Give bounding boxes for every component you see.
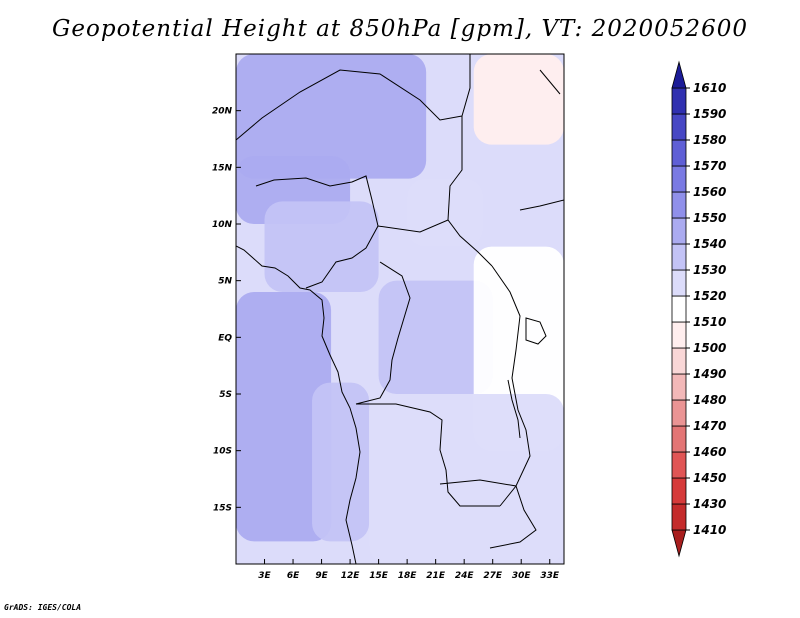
x-tick-label: 27E [483,571,503,581]
x-tick-label: 30E [512,571,532,581]
colorbar-label: 1590 [693,107,726,121]
region-sudan-plateau [407,178,484,247]
colorbar-label: 1410 [693,523,726,537]
colorbar-swatch [671,295,687,323]
colorbar-label: 1550 [693,211,726,225]
colorbar-label: 1500 [693,341,726,355]
colorbar-swatch [671,243,687,271]
nigeria-border [255,175,379,289]
lake-victoria [525,317,547,345]
region-southern-africa-interior [369,394,564,564]
sudan-border [447,116,463,221]
zambia-border [439,479,537,549]
colorbar-label: 1460 [693,445,726,459]
colorbar-label: 1470 [693,419,726,433]
x-tick-label: 15E [369,571,389,581]
colorbar-label: 1480 [693,393,726,407]
colorbar-swatch [671,373,687,401]
colorbar-swatch [671,87,687,115]
x-tick-label: 9E [315,571,328,581]
y-tick-label: 10S [213,447,232,457]
region-sahara-north-west [236,54,427,179]
country-borders [236,54,564,564]
lake-tanganyika [507,379,521,439]
drc-east-border [491,265,531,507]
colorbar-label: 1510 [693,315,726,329]
colorbar-label: 1530 [693,263,726,277]
colorbar-swatch [671,529,687,558]
y-tick-label: 15N [212,163,233,173]
colorbar: 1410 1430 1450 1460 1470 1480 1490 1500 1510 1520… [671,60,726,558]
colorbar-swatch [671,139,687,167]
colorbar-swatch [671,321,687,349]
colorbar-swatch [671,113,687,141]
region-angola-coast [312,382,370,542]
x-tick-label: 33E [540,571,560,581]
sahel-border [236,69,463,141]
colorbar-label: 1430 [693,497,726,511]
region-gulf-of-guinea-south-atlantic [236,292,332,542]
colorbar-label: 1540 [693,237,726,251]
height-field [236,54,564,564]
x-tick-label: 3E [258,571,271,581]
y-tick-label: 20N [212,107,233,117]
colorbar-swatch [671,347,687,375]
red-sea-coast [539,69,561,95]
angola-border [356,403,500,507]
x-tick-label: 21E [426,571,446,581]
congo-border [355,261,411,405]
colorbar-swatch [671,425,687,453]
plot-frame [235,53,565,565]
coastline-west [236,245,361,564]
chad-car-border [377,219,493,267]
chart-title: Geopotential Height at 850hPa [gpm], VT:… [52,16,748,42]
colorbar-label: 1560 [693,185,726,199]
region-libya-egypt-desert [473,54,564,145]
region-nigeria-cameroon [264,201,379,292]
colorbar-label: 1580 [693,133,726,147]
x-tick-label: 6E [287,571,300,581]
colorbar-swatch [671,217,687,245]
ethiopia-border [519,199,564,211]
colorbar-swatch [671,477,687,505]
colorbar-swatch [671,503,687,531]
colorbar-swatch [671,191,687,219]
y-tick-label: 5N [218,277,232,287]
colorbar-label: 1570 [693,159,726,173]
colorbar-swatch [671,451,687,479]
y-tick-label: 15S [213,503,232,513]
y-tick-label: 10N [212,220,233,230]
y-tick-label: EQ [218,333,232,343]
colorbar-label: 1490 [693,367,726,381]
egypt-border [461,54,471,117]
x-tick-label: 18E [398,571,418,581]
colorbar-label: 1610 [693,81,726,95]
colorbar-label: 1450 [693,471,726,485]
x-tick-label: 24E [455,571,475,581]
colorbar-label: 1520 [693,289,726,303]
x-tick-label: 12E [341,571,361,581]
colorbar-swatch [671,60,687,89]
axes: 3E 6E 9E 12E 15E 18E 21E 24E 27E 30E 33E 20N 15N 10N 5… [212,107,560,581]
colorbar-swatch [671,399,687,427]
colorbar-swatch [671,165,687,193]
y-tick-label: 5S [219,390,232,400]
grads-credit: GrADS: IGES/COLA [4,603,82,612]
colorbar-swatch [671,269,687,297]
